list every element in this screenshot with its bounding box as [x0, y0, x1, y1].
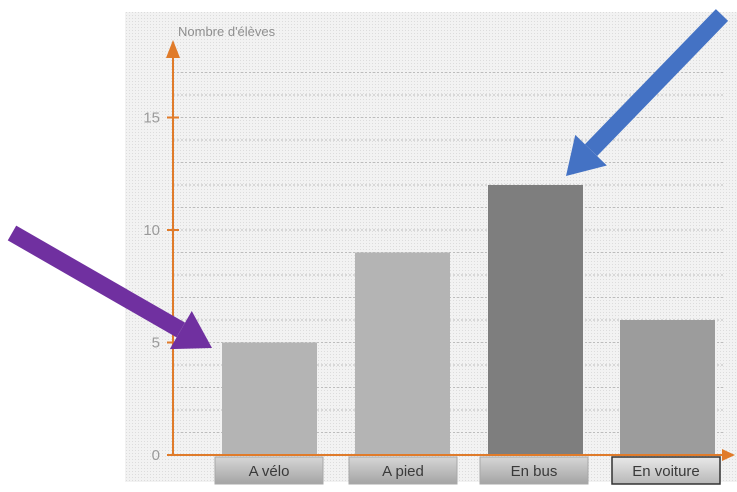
x-axis-arrowhead — [722, 449, 735, 461]
purple-arrow — [7, 225, 186, 338]
y-tick-label: 15 — [143, 110, 160, 127]
category-tab — [348, 456, 458, 485]
bar — [355, 252, 450, 455]
bar — [488, 185, 583, 455]
y-tick-label: 5 — [152, 335, 160, 352]
category-label: En voiture — [632, 463, 700, 480]
bar — [222, 342, 317, 455]
category-tabs: A vélo A pied En bus En voiture — [214, 456, 721, 485]
category-tab — [479, 456, 589, 485]
blue-arrow-head — [566, 134, 607, 176]
annotation-arrows — [7, 9, 729, 350]
blue-arrow — [584, 9, 729, 157]
bar — [620, 320, 715, 455]
y-ticks: 0 5 10 15 — [143, 110, 179, 464]
y-tick-label: 0 — [152, 447, 160, 464]
y-tick-label: 10 — [143, 222, 160, 239]
purple-arrow-head — [169, 310, 212, 350]
y-axis-label: Nombre d'élèves — [178, 24, 276, 39]
bars — [222, 185, 715, 455]
y-axis-arrowhead — [166, 40, 180, 58]
category-label: En bus — [511, 463, 558, 480]
category-tab — [611, 456, 721, 485]
category-label: A vélo — [249, 463, 290, 480]
category-label: A pied — [382, 463, 424, 480]
category-tab — [214, 456, 324, 485]
